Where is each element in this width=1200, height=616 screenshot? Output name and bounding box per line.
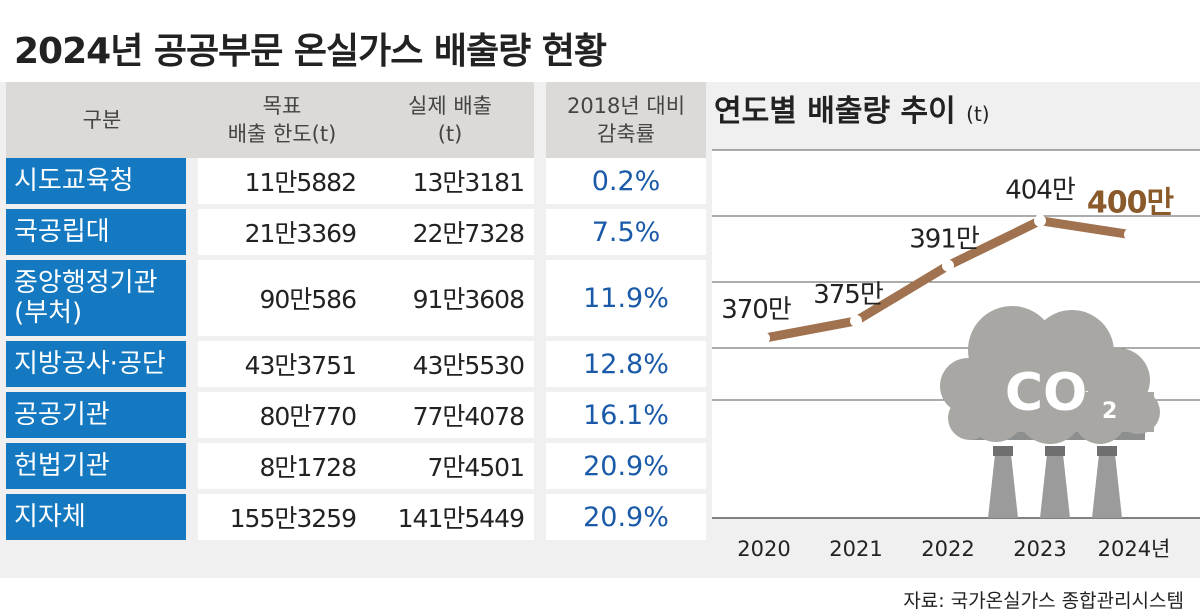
co2-subscript: 2 bbox=[1102, 399, 1117, 424]
page-title: 2024년 공공부문 온실가스 배출량 현황 bbox=[14, 31, 607, 72]
row-category: 시도교육청 bbox=[6, 158, 198, 209]
row-reduction-rate: 11.9% bbox=[546, 260, 706, 341]
emissions-line-chart: CO 2 370만 375만 391만 404만 400만 2020 2021 2022 2023 2… bbox=[712, 149, 1200, 561]
row-reduction-rate: 20.9% bbox=[546, 443, 706, 494]
row-reduction-rate: 0.2% bbox=[546, 158, 706, 209]
data-point bbox=[850, 314, 862, 327]
row-target: 8만1728 bbox=[198, 443, 366, 494]
row-actual: 7만4501 bbox=[366, 443, 534, 494]
chart-title-text: 연도별 배출량 추이 bbox=[714, 94, 956, 129]
row-category: 지방공사·공단 bbox=[6, 341, 198, 392]
data-point bbox=[1124, 228, 1136, 241]
co2-label: CO bbox=[1005, 363, 1087, 423]
x-tick-label: 2020 bbox=[737, 537, 790, 561]
data-point bbox=[758, 332, 770, 345]
data-label: 400만 bbox=[1087, 186, 1175, 221]
data-label: 370만 bbox=[721, 295, 791, 325]
data-label: 391만 bbox=[909, 225, 979, 255]
co2-factory-icon: CO 2 bbox=[940, 306, 1160, 518]
x-tick-label: 2022 bbox=[921, 537, 974, 561]
header-actual: 실제 배출 (t) bbox=[366, 82, 534, 158]
table-row: 지자체 155만3259 141만5449 20.9% bbox=[6, 494, 706, 545]
row-reduction-rate: 7.5% bbox=[546, 209, 706, 260]
row-target: 43만3751 bbox=[198, 341, 366, 392]
row-reduction-rate: 20.9% bbox=[546, 494, 706, 545]
x-tick-label: 2023 bbox=[1013, 537, 1066, 561]
row-category: 중앙행정기관 (부처) bbox=[6, 260, 198, 341]
x-tick-label: 2021 bbox=[829, 537, 882, 561]
emissions-table: 구분 목표 배출 한도(t) 실제 배출 (t) 2018년 대비 감축률 시도교육청… bbox=[6, 82, 706, 545]
data-point bbox=[1034, 214, 1046, 227]
row-category: 공공기관 bbox=[6, 392, 198, 443]
row-actual: 43만5530 bbox=[366, 341, 534, 392]
chart-unit: (t) bbox=[966, 102, 990, 126]
table-row: 지방공사·공단 43만3751 43만5530 12.8% bbox=[6, 341, 706, 392]
table-row: 시도교육청 11만5882 13만3181 0.2% bbox=[6, 158, 706, 209]
x-tick-label: 2024년 bbox=[1098, 537, 1171, 561]
table-row: 헌법기관 8만1728 7만4501 20.9% bbox=[6, 443, 706, 494]
row-actual: 13만3181 bbox=[366, 158, 534, 209]
row-reduction-rate: 12.8% bbox=[546, 341, 706, 392]
source-note: 자료: 국가온실가스 종합관리시스템 bbox=[903, 590, 1184, 612]
data-label: 404만 bbox=[1005, 176, 1075, 206]
header-target: 목표 배출 한도(t) bbox=[198, 82, 366, 158]
row-target: 155만3259 bbox=[198, 494, 366, 545]
row-actual: 91만3608 bbox=[366, 260, 534, 341]
chart-title: 연도별 배출량 추이 (t) bbox=[714, 86, 990, 130]
row-category: 지자체 bbox=[6, 494, 198, 545]
row-actual: 22만7328 bbox=[366, 209, 534, 260]
row-target: 90만586 bbox=[198, 260, 366, 341]
row-category: 헌법기관 bbox=[6, 443, 198, 494]
row-actual: 77만4078 bbox=[366, 392, 534, 443]
data-label: 375만 bbox=[813, 280, 883, 310]
data-point bbox=[942, 259, 954, 272]
table-row: 공공기관 80만770 77만4078 16.1% bbox=[6, 392, 706, 443]
row-category: 국공립대 bbox=[6, 209, 198, 260]
row-reduction-rate: 16.1% bbox=[546, 392, 706, 443]
row-target: 21만3369 bbox=[198, 209, 366, 260]
row-actual: 141만5449 bbox=[366, 494, 534, 545]
header-category: 구분 bbox=[6, 82, 198, 158]
table-row: 국공립대 21만3369 22만7328 7.5% bbox=[6, 209, 706, 260]
row-target: 80만770 bbox=[198, 392, 366, 443]
table-row: 중앙행정기관 (부처) 90만586 91만3608 11.9% bbox=[6, 260, 706, 341]
header-reduction-rate: 2018년 대비 감축률 bbox=[546, 82, 706, 158]
row-target: 11만5882 bbox=[198, 158, 366, 209]
